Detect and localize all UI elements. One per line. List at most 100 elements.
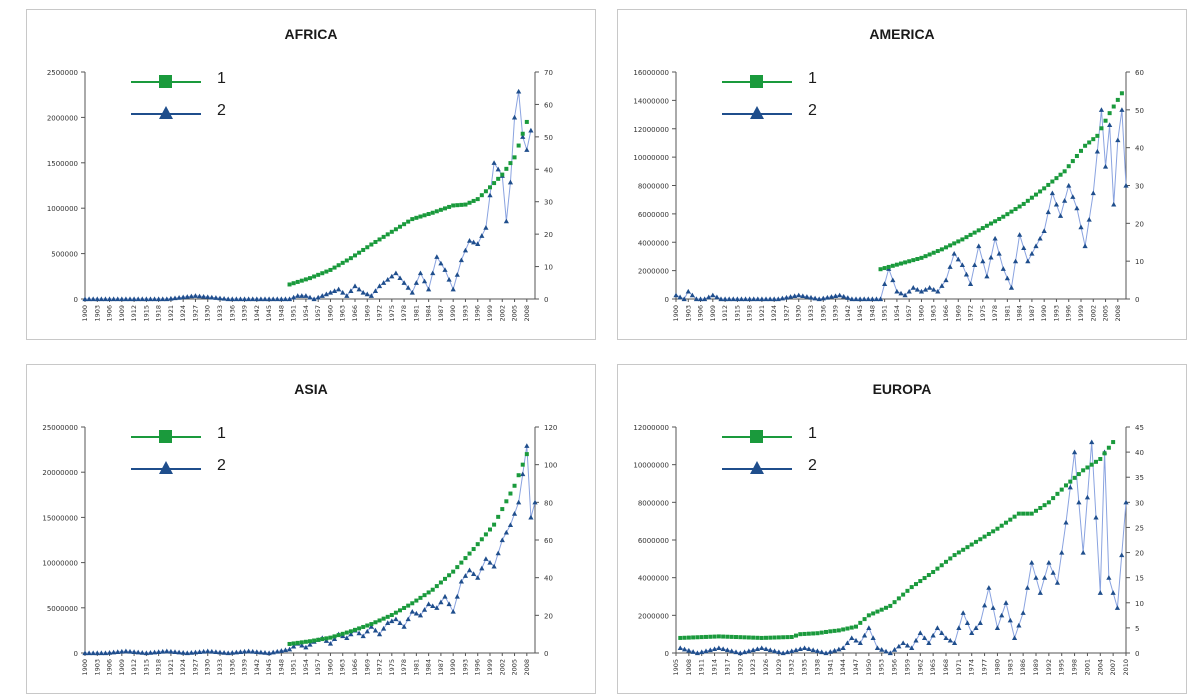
- left-y-tick-label: 8000000: [638, 499, 669, 507]
- series-2-point: [86, 296, 92, 302]
- series-1-point: [373, 620, 378, 625]
- series-2-point: [939, 630, 945, 635]
- series-2-point: [804, 294, 810, 299]
- series-1-point: [1009, 209, 1014, 214]
- series-2-point: [164, 648, 170, 654]
- series-1-point: [926, 573, 931, 578]
- series-1-point: [849, 625, 854, 630]
- right-y-tick-label: 50: [1135, 107, 1144, 115]
- series-1-point: [348, 629, 353, 634]
- x-tick-label: 1950: [865, 659, 873, 676]
- left-y-tick-label: 2000000: [638, 612, 669, 620]
- series-2-point: [466, 238, 473, 243]
- series-2-point: [926, 640, 932, 646]
- series-2-point: [147, 296, 154, 302]
- series-2-point: [430, 603, 436, 608]
- series-2-point: [94, 650, 100, 656]
- series-2-point: [869, 296, 875, 302]
- series-2-point: [327, 640, 334, 646]
- series-1-point: [500, 507, 505, 512]
- x-tick-label: 1987: [437, 305, 445, 322]
- chart-plot-africa: 0 500000 1000000 1500000 2000000 2500000 0 10 20…: [47, 69, 553, 322]
- series-1-point: [398, 608, 402, 613]
- series-2-point: [902, 292, 908, 298]
- left-y-tick-label: 6000000: [638, 211, 669, 219]
- series-2-point: [442, 267, 448, 272]
- series-2-point: [106, 296, 113, 302]
- square-marker-icon: [750, 430, 763, 443]
- series-2-point: [898, 290, 904, 296]
- series-2-point: [763, 296, 769, 302]
- series-1-point: [451, 203, 456, 208]
- x-tick-label: 1978: [400, 305, 408, 322]
- x-tick-label: 1962: [916, 659, 924, 676]
- series-2-point: [86, 650, 92, 656]
- x-tick-label: 1978: [400, 659, 408, 676]
- series-2-point: [734, 296, 740, 302]
- series-2-point: [960, 610, 966, 615]
- series-2-point: [906, 288, 912, 294]
- series-2-point: [934, 625, 941, 630]
- series-2-point: [331, 636, 338, 641]
- series-2-point: [385, 276, 391, 282]
- series-1-point: [434, 209, 439, 214]
- series-2-point: [1000, 266, 1006, 271]
- x-tick-label: 1933: [807, 305, 815, 322]
- series-1-point: [907, 259, 912, 264]
- series-2-point: [943, 277, 949, 283]
- series-2-point: [1111, 201, 1117, 207]
- series-2-point: [127, 648, 133, 654]
- series-2-point: [417, 612, 424, 618]
- series-1-point: [516, 143, 521, 148]
- series-1-point: [295, 640, 300, 645]
- x-tick-label: 1924: [770, 305, 778, 322]
- series-2-point: [254, 649, 260, 654]
- series-1-point: [508, 491, 513, 496]
- series-2-point: [787, 294, 794, 299]
- series-2-point: [1029, 560, 1035, 565]
- series-2-point: [810, 647, 816, 653]
- series-2-point: [1119, 107, 1125, 112]
- series-2-point: [775, 296, 781, 302]
- series-1-point: [1079, 148, 1083, 153]
- series-2-point: [503, 218, 509, 224]
- series-2-point: [237, 649, 244, 654]
- series-1-point: [1042, 186, 1047, 191]
- series-2-point: [119, 648, 125, 654]
- series-1-point: [759, 635, 764, 640]
- series-2-point: [1115, 137, 1121, 143]
- series-2-point: [943, 635, 949, 641]
- x-tick-label: 1939: [832, 305, 840, 322]
- series-2-point: [776, 649, 782, 655]
- series-1-point: [976, 228, 981, 233]
- x-tick-label: 1992: [1045, 659, 1053, 676]
- series-1-point: [385, 232, 390, 237]
- series-1-point: [430, 587, 435, 592]
- x-tick-label: 1953: [878, 659, 886, 676]
- series-2-point: [890, 277, 896, 283]
- right-y-tick-label: 40: [544, 575, 553, 583]
- series-2-point: [947, 264, 953, 269]
- series-1-point: [365, 245, 370, 250]
- series-2-point: [356, 286, 362, 292]
- series-2-point: [205, 294, 211, 300]
- series-1-point: [716, 634, 721, 639]
- series-1-point: [459, 560, 464, 565]
- series-1-point: [896, 596, 901, 601]
- x-tick-label: 1924: [179, 659, 187, 676]
- series-2-point: [820, 295, 826, 301]
- series-1-point: [944, 559, 948, 564]
- series-2-point: [797, 646, 803, 652]
- right-y-tick-label: 80: [544, 499, 553, 507]
- series-2-point: [372, 627, 379, 633]
- series-1-point: [393, 610, 398, 615]
- series-2-point: [722, 296, 728, 302]
- series-2-point: [282, 296, 289, 302]
- series-2-point: [1123, 182, 1129, 188]
- x-tick-label: 2005: [511, 305, 519, 322]
- legend-label-series-2: 2: [808, 102, 817, 119]
- series-2-point: [800, 293, 806, 299]
- series-1-point: [764, 635, 768, 640]
- series-2-point: [98, 296, 104, 302]
- series-1-point: [704, 634, 708, 639]
